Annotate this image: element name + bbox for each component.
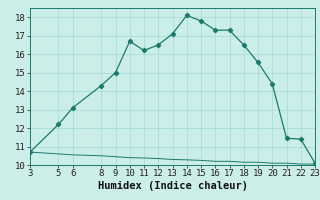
X-axis label: Humidex (Indice chaleur): Humidex (Indice chaleur) — [98, 181, 247, 191]
